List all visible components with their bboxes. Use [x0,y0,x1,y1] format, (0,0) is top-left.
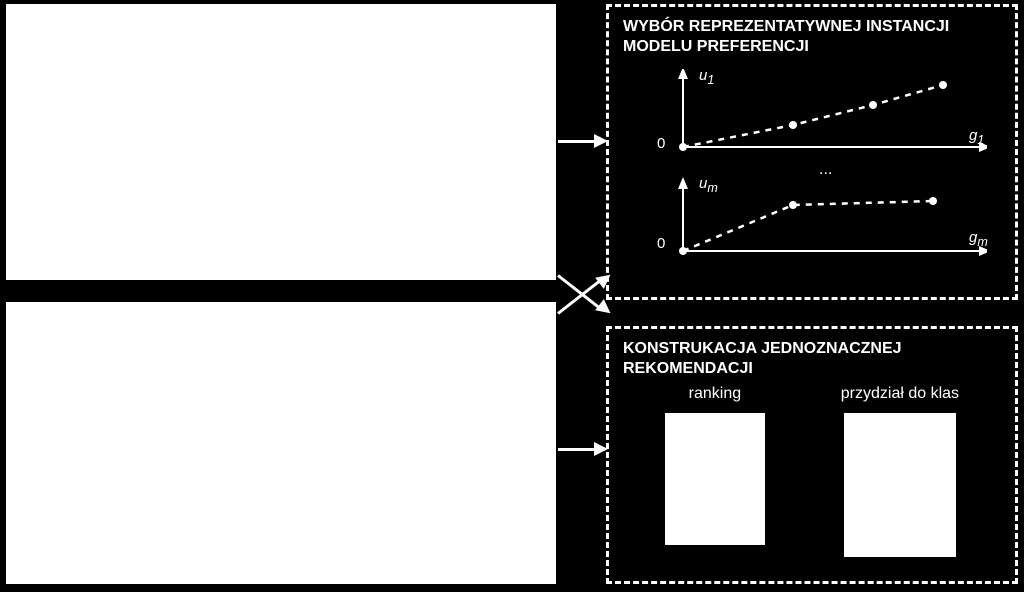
col-ranking-label: ranking [665,385,765,403]
col-ranking: ranking [665,385,765,557]
right-bottom-title: KONSTRUKACJA JEDNOZNACZNEJ REKOMENDACJI [609,329,1015,385]
title-line2: MODELU PREFERENCJI [623,38,809,55]
rb-title-line2: REKOMENDACJI [623,360,753,377]
chart-u1 [667,69,987,160]
ranking-card [665,413,765,545]
chart2-xlabel: gm [969,229,988,249]
arrow-lb-rb-head [594,442,608,456]
cross-arrow-down-head [595,299,615,319]
arrow-lb-rb [558,448,596,451]
right-bottom-panel: KONSTRUKACJA JEDNOZNACZNEJ REKOMENDACJI … [606,326,1018,584]
left-top-panel [6,4,556,280]
right-top-title: WYBÓR REPREZENTATYWNEJ INSTANCJI MODELU … [609,7,1015,63]
rb-title-line1: KONSTRUKACJA JEDNOZNACZNEJ [623,340,902,357]
classes-card [844,413,956,557]
arrow-lt-rt-head [594,134,608,148]
chart1-origin: 0 [657,135,665,152]
right-top-panel: WYBÓR REPREZENTATYWNEJ INSTANCJI MODELU … [606,4,1018,300]
chart2-origin: 0 [657,235,665,252]
left-bottom-panel [6,302,556,584]
col-classes-label: przydział do klas [841,385,959,403]
charts-area: u1 g1 0 ... um gm 0 [609,63,1015,283]
chart1-svg [667,69,987,155]
col-classes: przydział do klas [841,385,959,557]
chart1-xlabel: g1 [969,127,984,147]
chart1-ylabel: u1 [699,67,714,87]
recommendation-columns: ranking przydział do klas [609,385,1015,557]
chart2-ylabel: um [699,175,718,195]
title-line1: WYBÓR REPREZENTATYWNEJ INSTANCJI [623,18,949,35]
arrow-lt-rt [558,140,596,143]
